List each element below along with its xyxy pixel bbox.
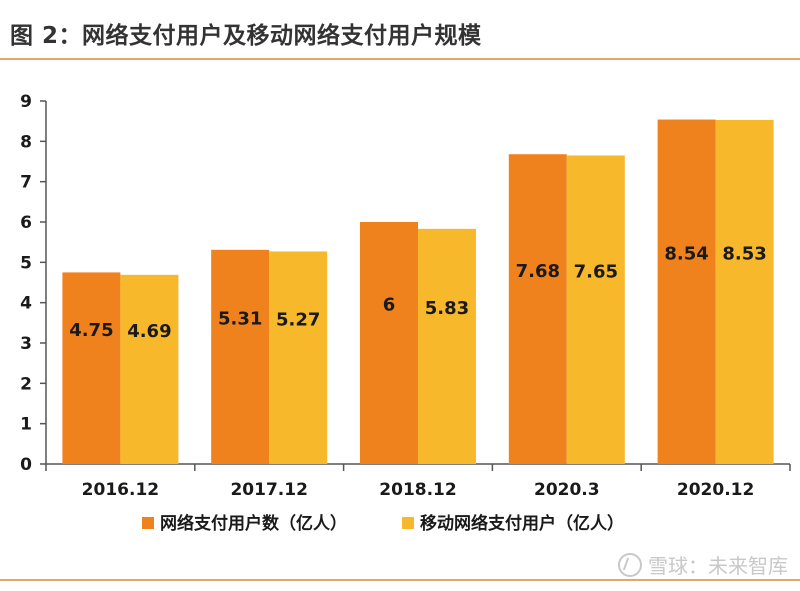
data-label: 8.53: [722, 244, 766, 265]
y-tick-label: 3: [20, 334, 32, 354]
y-tick-label: 2: [20, 374, 32, 394]
bar: [657, 119, 716, 464]
bar: [360, 222, 418, 464]
bar: [715, 119, 774, 464]
bar: [508, 154, 567, 465]
y-tick-label: 5: [20, 253, 32, 273]
x-tick-label: 2018.12: [379, 480, 456, 500]
data-label: 7.65: [574, 261, 618, 282]
title-divider: [0, 58, 800, 60]
legend-label: 移动网络支付用户（亿人）: [420, 513, 624, 534]
snowball-logo-icon: [618, 553, 642, 577]
data-label: 4.69: [127, 321, 171, 342]
bar: [62, 272, 121, 464]
watermark: 雪球：未来智库: [618, 550, 788, 579]
x-tick-label: 2017.12: [230, 480, 307, 500]
x-tick-label: 2020.12: [677, 480, 754, 500]
legend-swatch: [402, 517, 414, 529]
data-label: 7.68: [516, 261, 560, 282]
legend-swatch: [142, 517, 154, 529]
y-tick-label: 6: [20, 213, 32, 233]
data-label: 4.75: [69, 320, 113, 341]
x-tick-label: 2020.3: [534, 480, 600, 500]
x-tick-label: 2016.12: [82, 480, 159, 500]
y-tick-label: 8: [20, 132, 32, 152]
watermark-text: 雪球：未来智库: [648, 554, 788, 578]
bar: [418, 228, 476, 464]
data-label: 8.54: [664, 244, 708, 265]
data-label: 5.31: [218, 309, 262, 330]
bar: [269, 251, 328, 464]
data-label: 5.83: [425, 298, 469, 319]
legend-label: 网络支付用户数（亿人）: [160, 513, 347, 534]
bar: [120, 274, 179, 464]
bar: [566, 155, 625, 464]
y-tick-label: 1: [20, 415, 32, 435]
y-tick-label: 7: [20, 173, 32, 193]
y-tick-label: 0: [20, 455, 32, 475]
y-tick-label: 9: [20, 92, 32, 112]
bar: [211, 249, 270, 464]
y-tick-label: 4: [20, 294, 32, 314]
bottom-divider: [0, 579, 800, 581]
chart-title: 图 2：网络支付用户及移动网络支付用户规模: [10, 23, 482, 49]
data-label: 5.27: [276, 309, 320, 330]
data-label: 6: [383, 295, 396, 316]
